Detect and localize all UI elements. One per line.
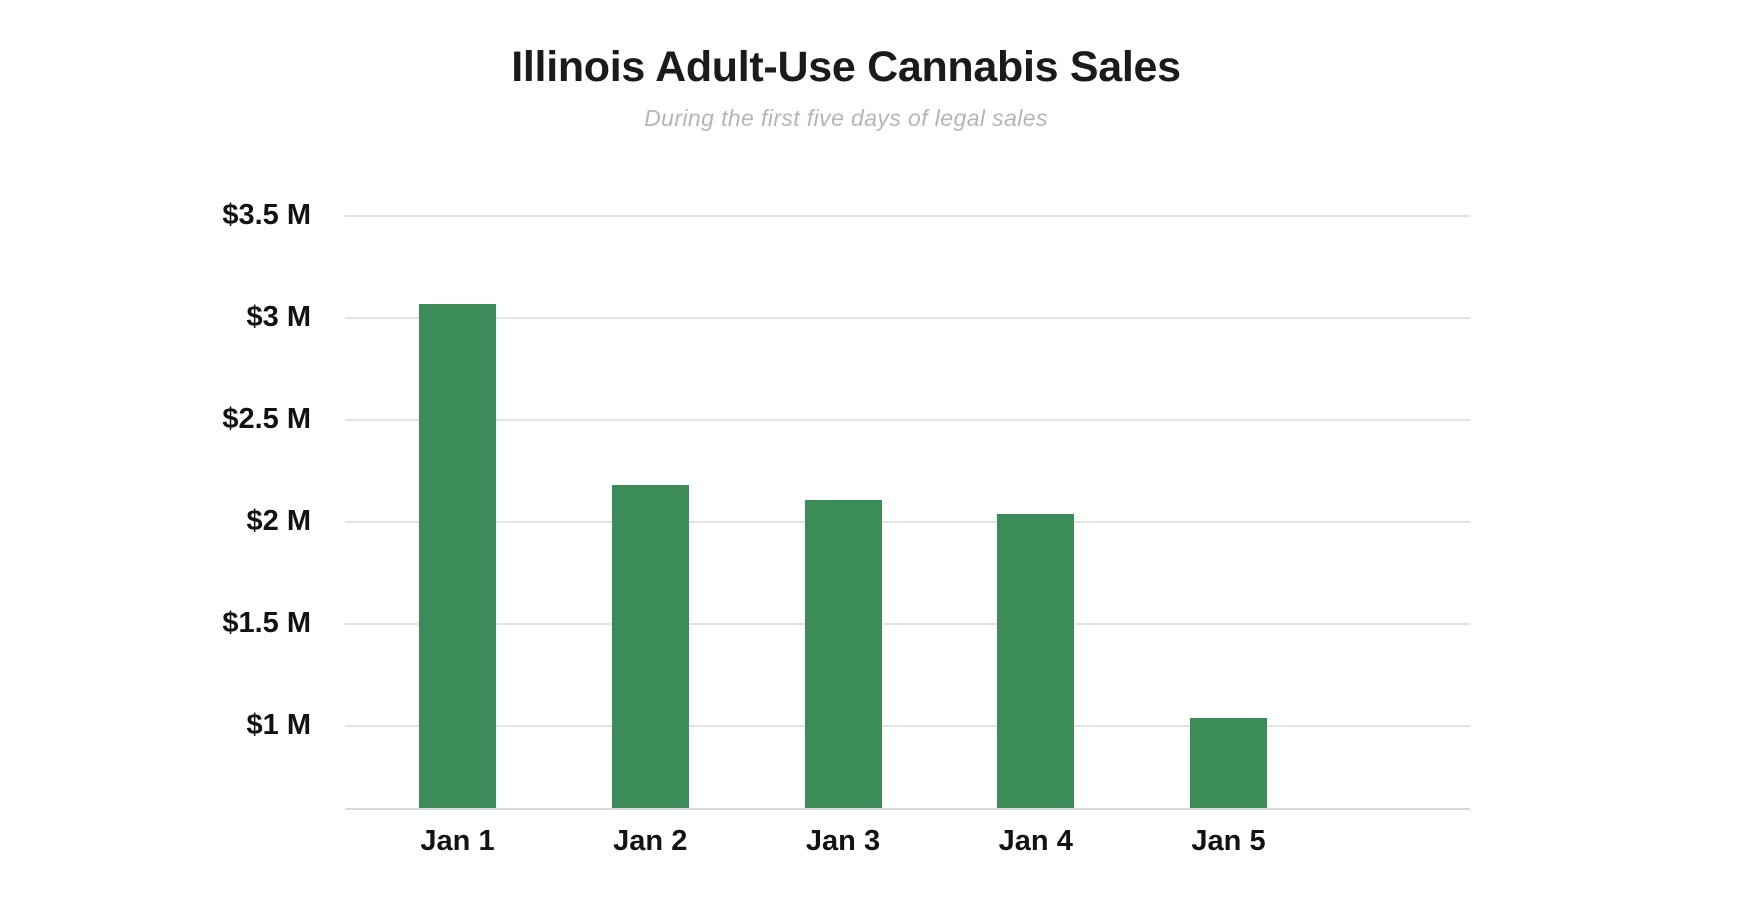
x-tick-label: Jan 3 [805, 825, 881, 857]
plot-area: $3.5 M $3 M $2.5 M $2 M $1.5 M $1 M Jan 1 Jan 2… [222, 199, 1470, 857]
bar [804, 499, 882, 808]
y-tick-label: $1.5 M [222, 607, 311, 640]
bar [611, 485, 689, 808]
chart-title: Illinois Adult-Use Cannabis Sales [511, 43, 1181, 91]
x-tick-label: Jan 1 [420, 825, 495, 857]
x-tick-label: Jan 2 [613, 825, 688, 857]
bar [997, 514, 1075, 808]
y-tick-label: $3 M [246, 300, 311, 333]
y-tick-label: $3.5 M [222, 198, 311, 231]
gridline [345, 521, 1470, 524]
gridline [345, 623, 1470, 626]
y-tick-label: $1 M [246, 709, 311, 742]
gridline [345, 317, 1470, 320]
bar [1190, 718, 1267, 808]
gridline [345, 215, 1470, 217]
x-tick-label: Jan 4 [998, 825, 1073, 857]
y-tick-label: $2.5 M [222, 402, 311, 435]
x-tick-label: Jan 5 [1191, 825, 1266, 857]
gridline [345, 419, 1470, 422]
chart-subtitle: During the first five days of legal sale… [644, 105, 1048, 132]
bar [419, 303, 496, 808]
chart-header: Illinois Adult-Use Cannabis Sales During… [0, 43, 1692, 132]
gridline [345, 725, 1470, 728]
y-tick-label: $2 M [246, 505, 311, 538]
